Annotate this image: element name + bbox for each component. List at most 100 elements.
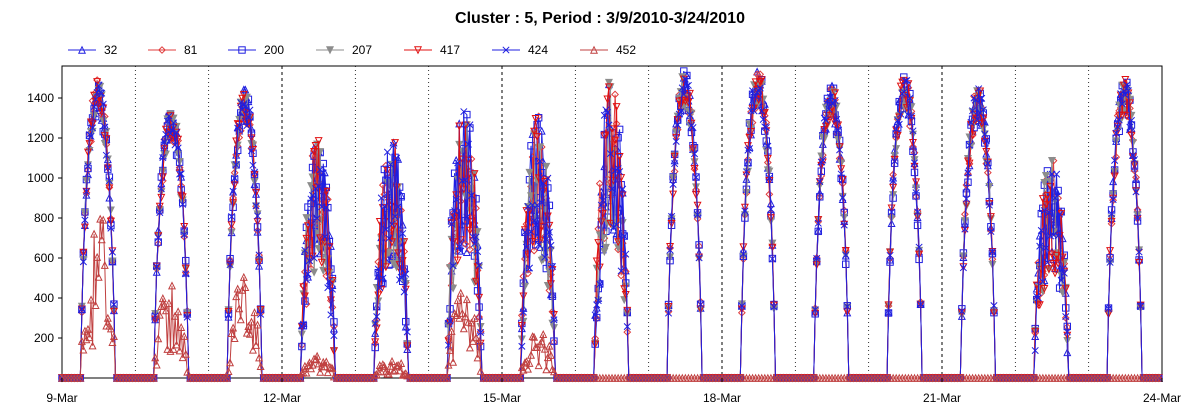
data-point: [317, 258, 326, 267]
data-point: [402, 317, 410, 326]
data-point: [158, 173, 167, 182]
data-point: [467, 217, 476, 226]
data-point: [163, 344, 172, 353]
data-point: [982, 148, 991, 157]
data-point: [320, 362, 329, 371]
data-point: [962, 195, 970, 203]
data-point: [1031, 346, 1039, 355]
data-point: [522, 243, 530, 251]
data-point: [1051, 194, 1059, 202]
data-point: [521, 228, 529, 236]
data-point: [169, 344, 178, 353]
data-point: [166, 346, 175, 355]
data-point: [322, 187, 331, 196]
data-point: [1134, 214, 1142, 222]
data-point: [389, 141, 398, 149]
data-point: [311, 141, 320, 151]
data-point: [93, 252, 102, 261]
data-point: [229, 199, 238, 208]
data-point: [1036, 242, 1044, 250]
data-point: [609, 225, 618, 234]
data-point: [328, 285, 336, 293]
data-point: [231, 174, 239, 182]
data-point: [397, 359, 406, 368]
data-point: [1127, 116, 1135, 125]
data-point: [250, 308, 259, 317]
data-point: [917, 300, 925, 308]
data-point: [822, 116, 830, 124]
data-point: [163, 117, 171, 125]
data-point: [106, 324, 115, 333]
data-point: [79, 345, 88, 354]
data-point: [542, 162, 551, 171]
data-point: [623, 323, 631, 331]
data-point: [837, 165, 846, 174]
data-point: [823, 97, 831, 105]
data-point: [765, 190, 774, 199]
data-point: [525, 264, 534, 272]
data-point: [305, 257, 314, 265]
data-point: [738, 302, 746, 310]
data-point: [103, 313, 112, 322]
data-point: [387, 356, 397, 365]
data-point: [537, 223, 546, 232]
data-point: [545, 341, 554, 350]
data-point: [1130, 156, 1139, 164]
data-point: [382, 225, 390, 233]
data-point: [164, 298, 173, 307]
data-point: [1038, 195, 1047, 204]
data-point: [472, 233, 480, 241]
data-point: [764, 142, 772, 150]
data-point: [614, 238, 623, 247]
data-point: [1045, 208, 1053, 217]
data-point: [375, 361, 384, 370]
x-tick-label: 15-Mar: [483, 391, 521, 405]
data-point: [884, 309, 893, 317]
data-point: [154, 234, 162, 242]
data-point: [96, 89, 104, 97]
data-point: [906, 94, 914, 102]
legend-label: 207: [352, 43, 372, 57]
data-point: [109, 331, 118, 341]
data-point: [176, 170, 184, 178]
data-point: [174, 144, 182, 152]
data-point: [548, 292, 557, 300]
data-point: [83, 324, 92, 333]
data-point: [597, 201, 605, 209]
data-point: [470, 313, 479, 322]
data-point: [620, 232, 628, 240]
data-point: [180, 231, 188, 239]
data-point: [834, 136, 843, 145]
data-point: [79, 258, 87, 266]
data-point: [527, 228, 535, 236]
data-point: [179, 200, 187, 208]
data-point: [157, 185, 165, 193]
data-point: [97, 235, 106, 244]
data-point: [247, 147, 255, 155]
data-point: [88, 120, 97, 129]
data-point: [177, 170, 185, 178]
data-point: [475, 336, 484, 345]
data-point: [522, 357, 531, 366]
data-point: [824, 112, 833, 121]
data-point: [398, 220, 407, 229]
data-point: [449, 262, 457, 270]
data-point: [1061, 285, 1070, 294]
data-point: [83, 148, 92, 157]
data-point: [463, 213, 471, 221]
data-point: [241, 283, 250, 292]
data-point: [527, 350, 536, 359]
data-point: [101, 123, 109, 131]
data-point: [605, 121, 613, 129]
data-point: [530, 127, 539, 136]
data-point: [477, 328, 485, 336]
legend: 32 81 200 207 417 424 452: [68, 43, 636, 57]
data-point: [316, 367, 325, 376]
data-point: [374, 291, 383, 300]
data-point: [1044, 265, 1053, 274]
data-point: [603, 108, 611, 116]
data-point: [900, 88, 908, 96]
data-point: [85, 333, 94, 342]
data-point: [180, 331, 189, 340]
data-point: [538, 199, 546, 207]
